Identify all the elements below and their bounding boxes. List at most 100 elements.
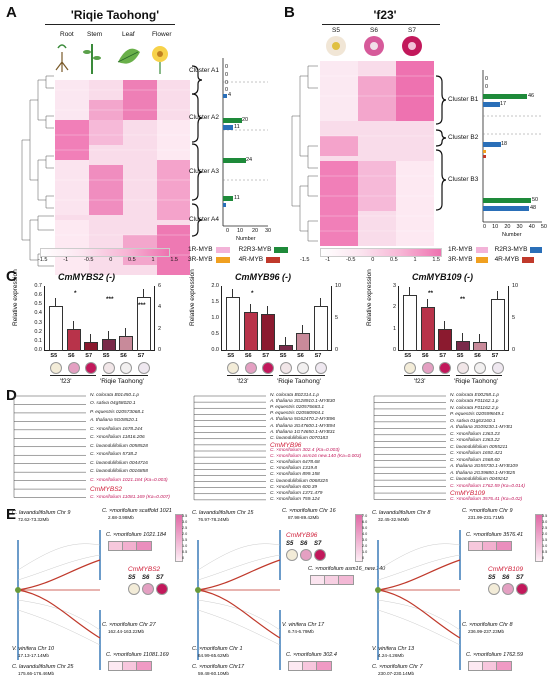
b-val-17: 17: [500, 101, 507, 107]
error-bar: [461, 332, 463, 341]
stage-label: S6: [300, 541, 308, 547]
cluster-a4-label: Cluster A4: [189, 216, 219, 223]
stage-label: S5: [286, 541, 294, 547]
group-label: 'f23': [60, 378, 72, 385]
group-label: 'Riqie Taohong': [100, 378, 144, 385]
bar-a4-r2r3: [223, 196, 233, 201]
flower-s5-icon: [326, 36, 346, 56]
scale-tick: 1.0: [542, 544, 548, 548]
scale-tick: 4.0: [362, 532, 368, 536]
y2-tick: 0: [158, 347, 162, 353]
group-rule: [404, 375, 450, 376]
scale-tick: 2.0: [182, 532, 188, 536]
chart-title: CmMYBS2 (-): [58, 272, 116, 282]
cluster-a1-label: Cluster A1: [189, 67, 219, 74]
col-s7: S7: [408, 27, 416, 34]
error-bar: [319, 297, 321, 306]
a-val-1: 0: [225, 64, 229, 70]
flower-icon: [491, 362, 504, 374]
a-val-20: 20: [242, 117, 249, 123]
tree-leaf-label: A. thaliana 5G62470.2-MYB96: [270, 417, 336, 423]
flower-icon: [142, 583, 154, 595]
scale-tick: 3.0: [542, 520, 548, 524]
flower-icon: [50, 362, 63, 374]
gene-name: C. ×morifolium 3576.41: [466, 532, 524, 538]
group-label: 'Riqie Taohong': [277, 378, 321, 385]
phylogenetic-tree: [373, 395, 446, 500]
panel-b-heatmap: [320, 61, 434, 246]
panel-a-title: 'Riqie Taohong': [70, 8, 160, 22]
scale-tick: 7.0: [362, 514, 368, 518]
bar-a4-r2r3b: [223, 203, 226, 207]
x-tick: S5: [456, 353, 464, 359]
panel-b-barchart: [482, 70, 542, 223]
stage-label: S7: [314, 541, 322, 547]
flower-s7-icon: [402, 36, 422, 56]
tree-leaf-label: C. lavandulifolium 0070183: [270, 435, 328, 441]
y2-tick: 5: [335, 315, 339, 321]
tree-leaf-label: N. colorata F01162.1.p: [450, 399, 499, 405]
chromosome-range: 76.97-78.24Mb: [198, 517, 229, 522]
group-rule: [102, 375, 148, 376]
y-tick: 0.2: [34, 328, 42, 335]
stage-label: S5: [488, 575, 496, 581]
chromosome-range: 87.98-89.42Mb: [288, 515, 319, 520]
expression-bar: [243, 311, 258, 351]
bar-b3-4r: [483, 155, 486, 158]
chromosome-range: 230.07-230.14Mb: [378, 671, 415, 676]
y-tick: 3: [392, 283, 396, 289]
panel-a-barchart: [222, 58, 268, 227]
expression-bar: [101, 339, 116, 351]
y-axis-label: Relative expression: [189, 269, 196, 326]
a-val-11: 11: [234, 124, 240, 130]
x-tick: S6: [474, 353, 481, 359]
y-tick: 0.7: [34, 283, 42, 289]
bar-a2-r2r3: [223, 118, 242, 123]
tree-leaf-label: C. ×morifolium 1021.184 (Ka=0.003): [90, 477, 168, 483]
error-bar: [125, 328, 127, 337]
scale-tick: 3.5: [542, 514, 548, 518]
flower-icon: [128, 583, 140, 595]
bar-a2-r2r3b: [223, 94, 227, 98]
tree-leaf-label: P. equestris 020599849.1: [450, 412, 505, 418]
scale-tick: 0.5: [182, 550, 188, 554]
scale-tick: 3.0: [182, 520, 188, 524]
tree-leaf-label: C. ×morifolium 1363.22: [450, 438, 500, 444]
col-s5: S5: [332, 27, 340, 34]
significance-mark: **: [460, 296, 466, 303]
color-scale: [355, 514, 363, 562]
a-val-3: 0: [225, 80, 229, 86]
flower-icon: [244, 362, 257, 374]
panel-d-label: D: [6, 387, 17, 404]
significance-mark: **: [428, 290, 434, 297]
bar-b3-r2r3: [483, 198, 531, 203]
y2-tick: 0: [335, 347, 339, 353]
scale-tick: 0.5: [542, 550, 548, 554]
scale-tick: 2.0: [362, 544, 368, 548]
expression-cell: [338, 575, 354, 585]
scale-tick: 1.5: [182, 538, 188, 542]
scale-tick: 3.0: [362, 538, 368, 542]
stage-label: S6: [502, 575, 510, 581]
leaf-icon: [117, 48, 140, 64]
chart-axes: [398, 286, 509, 351]
bar-b3-r2r3b-top: [483, 142, 501, 147]
flower-icon: [456, 362, 469, 374]
panel-b-braces: [435, 75, 447, 211]
tree-leaf-label: A. thaliana 3G28910.1-MYB30: [270, 399, 336, 405]
chromosome-range: 32.45-32.94Mb: [378, 517, 409, 522]
error-bar: [302, 325, 304, 334]
flower-icon: [297, 362, 310, 374]
tree-leaf-label: C. ×morifolium 11816.206: [90, 435, 145, 441]
a-tick-0: 0: [226, 228, 230, 234]
tree-leaf-label: C. ×morifolium 1678.244: [90, 426, 143, 432]
chromosome-name: C. ×morifolium Chr 1: [192, 646, 243, 652]
expression-cell: [496, 661, 512, 671]
cluster-a2-label: Cluster A2: [189, 114, 219, 121]
panel-b-color-scale: [320, 248, 442, 257]
x-tick: S7: [262, 353, 270, 359]
chromosome-name: C. lavandulifolium Chr 15: [192, 510, 254, 516]
tree-leaf-label: C. ×morifolium 5738.2: [90, 452, 138, 458]
tree-leaf-label: A. thaliana 2G39880.1-MYB25: [450, 470, 516, 476]
tree-leaf-label: C. ×morifolium 302.4 (Ka=0.003): [270, 448, 340, 453]
